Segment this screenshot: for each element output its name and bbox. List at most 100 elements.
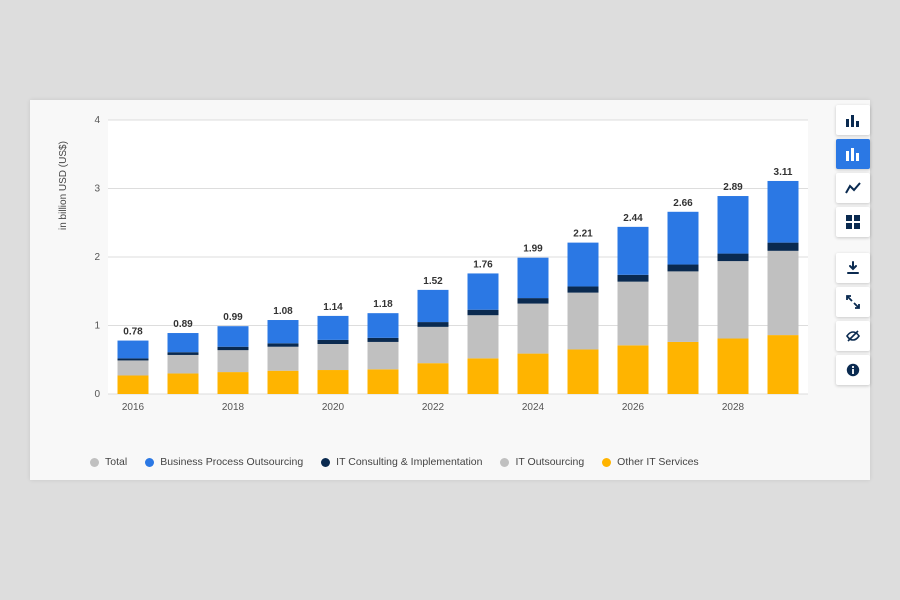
bar-segment-it_consulting [568,286,599,292]
legend-label: IT Consulting & Implementation [336,456,482,468]
bar-segment-it_consulting [318,340,349,344]
bar-segment-other_it_services [718,339,749,394]
bar-segment-it_outsourcing [568,293,599,350]
bar-segment-it_outsourcing [268,347,299,371]
legend-item[interactable]: Business Process Outsourcing [145,456,303,468]
bar-segment-it_outsourcing [168,355,199,373]
x-tick-label: 2026 [622,402,645,413]
legend-swatch [602,458,611,467]
bar-segment-it_outsourcing [618,282,649,346]
bar-segment-it_outsourcing [418,327,449,363]
bar-segment-other_it_services [368,369,399,394]
chart-plot-area: 012340.7820160.890.9920181.081.1420201.1… [108,110,808,420]
page-root: in billion USD (US$) 012340.7820160.890.… [0,0,900,600]
bar-total-label: 1.14 [323,302,343,313]
bar-total-label: 2.21 [573,229,593,240]
svg-text:1: 1 [94,321,100,332]
bar-segment-bpo [568,243,599,287]
bar-segment-it_consulting [468,310,499,315]
svg-text:3: 3 [94,184,100,195]
y-axis-label: in billion USD (US$) [58,141,69,230]
bar-chart-icon[interactable] [836,105,870,135]
bar-total-label: 1.08 [273,306,293,317]
bar-total-label: 2.44 [623,213,643,224]
line-chart-icon[interactable] [836,173,870,203]
x-tick-label: 2018 [222,402,245,413]
bar-segment-other_it_services [318,370,349,394]
chart-panel: in billion USD (US$) 012340.7820160.890.… [30,100,870,480]
bar-segment-other_it_services [618,345,649,394]
bar-segment-it_consulting [668,265,699,272]
bar-segment-bpo [618,227,649,275]
x-tick-label: 2016 [122,402,145,413]
bar-segment-bpo [368,313,399,338]
bar-total-label: 3.11 [774,167,793,178]
bar-segment-it_outsourcing [468,315,499,358]
bar-segment-bpo [318,316,349,340]
bar-segment-it_outsourcing [218,350,249,372]
bar-segment-it_outsourcing [718,261,749,338]
bar-segment-it_consulting [218,347,249,350]
bar-total-label: 1.18 [373,299,393,310]
bar-segment-bpo [168,333,199,352]
bar-segment-bpo [418,290,449,322]
bar-total-label: 0.99 [223,312,243,323]
bar-segment-other_it_services [668,342,699,394]
bar-segment-other_it_services [418,363,449,394]
bar-segment-it_outsourcing [668,271,699,342]
svg-text:0: 0 [94,389,100,400]
bar-segment-other_it_services [118,376,149,394]
legend-item[interactable]: Total [90,456,127,468]
bar-segment-other_it_services [468,358,499,394]
bar-total-label: 1.99 [523,244,543,255]
bar-total-label: 0.89 [173,319,193,330]
x-tick-label: 2020 [322,402,345,413]
bar-segment-it_consulting [118,358,149,360]
bar-segment-it_outsourcing [768,251,799,335]
bar-segment-other_it_services [518,354,549,394]
bar-segment-it_consulting [718,254,749,262]
bar-segment-it_consulting [618,275,649,282]
legend-item[interactable]: IT Consulting & Implementation [321,456,482,468]
stacked-bar-icon[interactable] [836,139,870,169]
x-tick-label: 2024 [522,402,545,413]
expand-icon[interactable] [836,287,870,317]
bar-segment-it_consulting [368,338,399,342]
bar-segment-it_consulting [168,352,199,355]
bar-segment-it_outsourcing [518,304,549,354]
bar-segment-it_consulting [418,322,449,327]
bar-segment-bpo [768,181,799,243]
bar-total-label: 2.89 [723,182,743,193]
chart-toolbar [836,105,870,385]
hide-icon[interactable] [836,321,870,351]
bar-segment-other_it_services [568,349,599,394]
legend-label: Other IT Services [617,456,699,468]
legend-label: Business Process Outsourcing [160,456,303,468]
bar-segment-other_it_services [168,373,199,394]
bar-segment-bpo [518,258,549,298]
bar-segment-bpo [718,196,749,254]
legend-label: IT Outsourcing [515,456,584,468]
bar-segment-bpo [118,341,149,359]
svg-text:4: 4 [94,115,100,126]
bar-total-label: 1.52 [423,276,443,287]
chart-legend: Total Business Process Outsourcing IT Cons… [90,456,810,468]
bar-total-label: 1.76 [473,259,493,270]
legend-swatch [145,458,154,467]
legend-item[interactable]: IT Outsourcing [500,456,584,468]
download-icon[interactable] [836,253,870,283]
bar-segment-bpo [268,320,299,343]
legend-swatch [321,458,330,467]
info-icon[interactable] [836,355,870,385]
legend-swatch [500,458,509,467]
x-tick-label: 2022 [422,402,445,413]
bar-segment-it_outsourcing [368,342,399,369]
stacked-bar-chart: 012340.7820160.890.9920181.081.1420201.1… [108,110,808,420]
grid-icon[interactable] [836,207,870,237]
bar-segment-it_consulting [518,298,549,303]
bar-segment-bpo [218,326,249,347]
bar-segment-other_it_services [768,335,799,394]
legend-item[interactable]: Other IT Services [602,456,699,468]
legend-swatch [90,458,99,467]
svg-text:2: 2 [94,252,100,263]
